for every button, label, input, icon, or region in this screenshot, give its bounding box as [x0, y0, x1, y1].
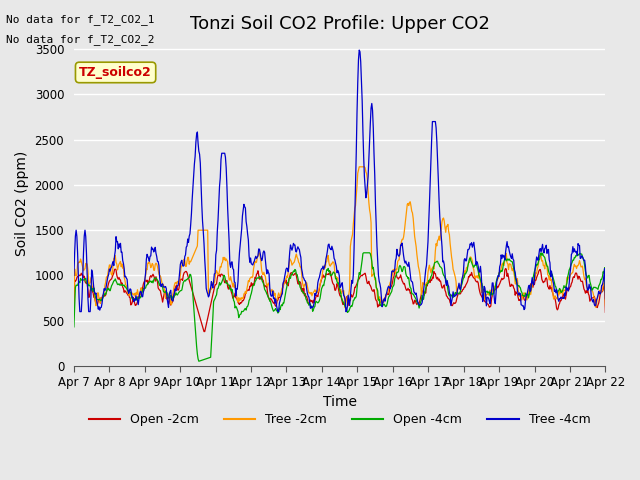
Text: TZ_soilco2: TZ_soilco2 — [79, 66, 152, 79]
Legend: Open -2cm, Tree -2cm, Open -4cm, Tree -4cm: Open -2cm, Tree -2cm, Open -4cm, Tree -4… — [84, 408, 595, 432]
Text: No data for f_T2_CO2_2: No data for f_T2_CO2_2 — [6, 34, 155, 45]
X-axis label: Time: Time — [323, 395, 356, 409]
Y-axis label: Soil CO2 (ppm): Soil CO2 (ppm) — [15, 150, 29, 256]
Text: No data for f_T2_CO2_1: No data for f_T2_CO2_1 — [6, 14, 155, 25]
Title: Tonzi Soil CO2 Profile: Upper CO2: Tonzi Soil CO2 Profile: Upper CO2 — [189, 15, 490, 33]
